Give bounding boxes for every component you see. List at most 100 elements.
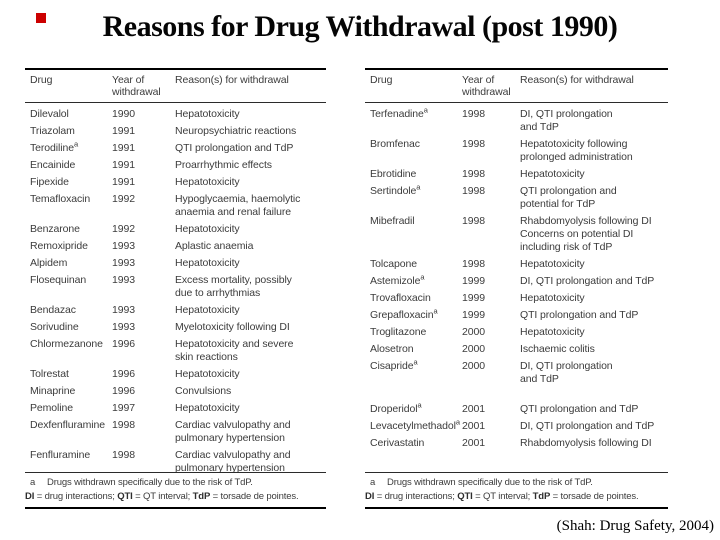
reason-cell: Hepatotoxicity <box>175 304 240 316</box>
year-cell: 2000 <box>462 326 485 338</box>
drug-name: Tolcapone <box>370 258 417 270</box>
reason-cell: QTI prolongation and potential for TdP <box>520 185 617 210</box>
reason-cell: DI, QTI prolongation and TdP <box>520 360 613 385</box>
drug-name-cell: Sertindolea <box>365 183 462 211</box>
drug-name: Temafloxacin <box>30 193 91 205</box>
column-header-year: Year of withdrawal <box>462 74 511 98</box>
table-row: Alpidem 1993 Hepatotoxicity <box>25 257 326 270</box>
table-row: Troglitazone 2000 Hepatotoxicity <box>365 326 668 339</box>
table-row: Remoxipride 1993 Aplastic anaemia <box>25 240 326 253</box>
reason-cell: Cardiac valvulopathy and pulmonary hyper… <box>175 419 291 444</box>
drug-name: Remoxipride <box>30 240 88 252</box>
reason-cell: DI, QTI prolongation and TdP <box>520 108 613 133</box>
table-row: Bendazac 1993 Hepatotoxicity <box>25 304 326 317</box>
table-row: Tolcapone 1998 Hepatotoxicity <box>365 258 668 271</box>
table-header: Drug Year of withdrawal Reason(s) for wi… <box>25 68 326 103</box>
drug-name-cell: Pemoline <box>25 402 112 415</box>
table-row: Astemizolea 1999 DI, QTI prolongation an… <box>365 273 668 288</box>
column-header-reason: Reason(s) for withdrawal <box>175 74 289 86</box>
drug-name-cell: Mibefradil <box>365 215 462 254</box>
table-row: Pemoline 1997 Hepatotoxicity <box>25 402 326 415</box>
drug-name: Fipexide <box>30 176 69 188</box>
table-row: Sertindolea 1998 QTI prolongation and po… <box>365 183 668 211</box>
drug-name-cell: Cisapridea <box>365 357 462 386</box>
reason-cell: QTI prolongation and TdP <box>175 142 294 154</box>
year-cell: 1998 <box>462 215 485 227</box>
table-row: Bromfenac 1998 Hepatotoxicity following … <box>365 138 668 164</box>
reason-cell: Neuropsychiatric reactions <box>175 125 297 137</box>
drug-name: Cerivastatin <box>370 437 425 449</box>
table-row: Terodilinea 1991 QTI prolongation and Td… <box>25 140 326 155</box>
drug-name-cell: Ebrotidine <box>365 168 462 181</box>
year-cell: 1991 <box>112 176 135 188</box>
table-row: Terfenadinea 1998 DI, QTI prolongation a… <box>365 106 668 134</box>
drug-name-cell: Chlormezanone <box>25 338 112 364</box>
year-cell: 1991 <box>112 159 135 171</box>
table-row: Ebrotidine 1998 Hepatotoxicity <box>365 168 668 181</box>
drug-name-cell: Minaprine <box>25 385 112 398</box>
drug-name: Pemoline <box>30 402 73 414</box>
drug-name-cell: Tolcapone <box>365 258 462 271</box>
drug-name-cell: Tolrestat <box>25 368 112 381</box>
column-header-year: Year of withdrawal <box>112 74 161 98</box>
drug-name-cell: Encainide <box>25 159 112 172</box>
drug-name-cell: Droperidola <box>365 400 462 416</box>
drug-name: Benzarone <box>30 223 80 235</box>
footnote-marker-sup: a <box>413 357 418 367</box>
reason-cell: Hepatotoxicity <box>175 402 240 414</box>
reason-cell: Myelotoxicity following DI <box>175 321 290 333</box>
drug-name-cell: Remoxipride <box>25 240 112 253</box>
table-row: Grepafloxacina 1999 QTI prolongation and… <box>365 307 668 322</box>
reason-cell: Cardiac valvulopathy and pulmonary hyper… <box>175 449 291 474</box>
reason-cell: Rhabdomyolysis following DI <box>520 437 652 449</box>
table-row: Levacetylmethadola 2001 DI, QTI prolonga… <box>365 418 668 433</box>
abbreviations-line: DI = drug interactions; QTI = QT interva… <box>365 491 639 502</box>
drug-name-cell: Terfenadinea <box>365 106 462 134</box>
table-row: Fipexide 1991 Hepatotoxicity <box>25 176 326 189</box>
year-cell: 2001 <box>462 420 485 432</box>
drug-name: Encainide <box>30 159 76 171</box>
reason-cell: Hepatotoxicity and severe skin reactions <box>175 338 294 363</box>
drug-name-cell: Cerivastatin <box>365 437 462 450</box>
reason-cell: Hepatotoxicity <box>175 176 240 188</box>
table-row: Temafloxacin 1992 Hypoglycaemia, haemoly… <box>25 193 326 219</box>
year-cell: 1998 <box>462 138 485 150</box>
reason-cell: DI, QTI prolongation and TdP <box>520 420 655 432</box>
drug-name: Alpidem <box>30 257 68 269</box>
drug-name: Tolrestat <box>30 368 69 380</box>
column-header-drug: Drug <box>30 74 53 86</box>
drug-name-cell: Terodilinea <box>25 140 112 155</box>
drug-name-cell: Dexfenfluramine <box>25 419 112 445</box>
drug-withdrawal-table-right: Drug Year of withdrawal Reason(s) for wi… <box>365 68 668 509</box>
table-row: Minaprine 1996 Convulsions <box>25 385 326 398</box>
drug-name: Levacetylmethadol <box>370 420 456 432</box>
reason-cell: Hepatotoxicity <box>175 108 240 120</box>
reason-cell: QTI prolongation and TdP <box>520 403 639 415</box>
drug-name-cell: Grepafloxacina <box>365 307 462 322</box>
table-footnotes: a Drugs withdrawn specifically due to the… <box>25 472 326 509</box>
drug-name: Cisapride <box>370 360 414 372</box>
year-cell: 1993 <box>112 304 135 316</box>
reason-cell: Hepatotoxicity <box>175 257 240 269</box>
year-cell: 1998 <box>112 419 135 431</box>
reason-cell: QTI prolongation and TdP <box>520 309 639 321</box>
reason-cell: Hepatotoxicity following prolonged admin… <box>520 138 633 163</box>
table-row: Droperidola 2001 QTI prolongation and Td… <box>365 400 668 416</box>
year-cell: 1996 <box>112 385 135 397</box>
drug-name: Sorivudine <box>30 321 79 333</box>
drug-withdrawal-table-left: Drug Year of withdrawal Reason(s) for wi… <box>25 68 326 509</box>
reason-cell: Hepatotoxicity <box>520 258 585 270</box>
table-body: Dilevalol 1990 Hepatotoxicity Triazolam … <box>25 103 326 475</box>
drug-name: Minaprine <box>30 385 76 397</box>
drug-name-cell: Benzarone <box>25 223 112 236</box>
table-footnotes: a Drugs withdrawn specifically due to the… <box>365 472 668 509</box>
footnote-text: Drugs withdrawn specifically due to the … <box>47 477 253 488</box>
year-cell: 1993 <box>112 240 135 252</box>
table-row: Flosequinan 1993 Excess mortality, possi… <box>25 274 326 300</box>
year-cell: 1998 <box>462 168 485 180</box>
table-row: Cerivastatin 2001 Rhabdomyolysis followi… <box>365 437 668 450</box>
footnote-marker-sup: a <box>417 400 422 410</box>
footnote-text: Drugs withdrawn specifically due to the … <box>387 477 593 488</box>
column-header-drug: Drug <box>370 74 393 86</box>
